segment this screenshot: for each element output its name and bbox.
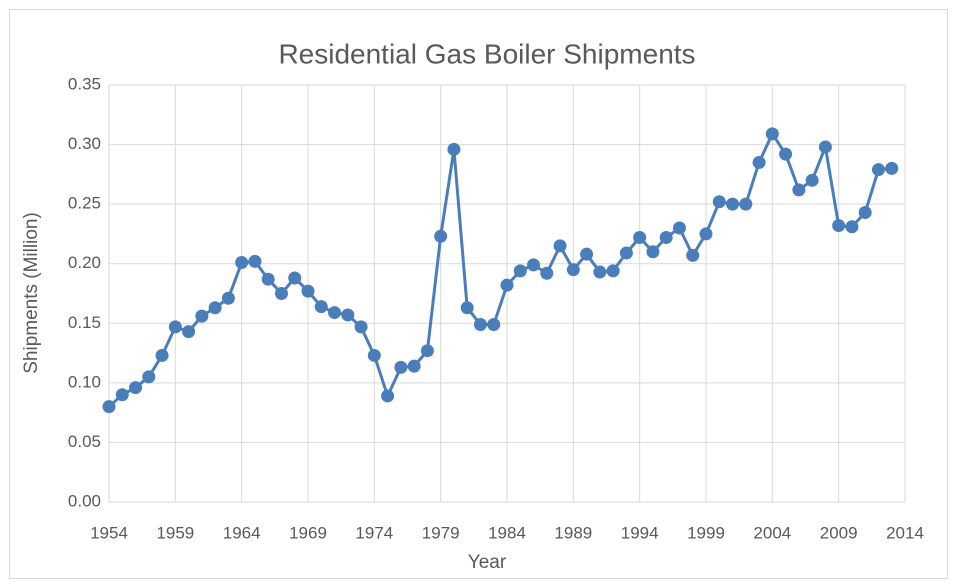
data-point [248,254,262,268]
data-point [301,284,315,298]
x-tick-label: 2014 [886,523,924,542]
data-point [142,370,156,384]
y-tick-label: 0.10 [68,372,101,391]
data-point [235,256,249,270]
data-point [208,301,222,315]
x-tick-label: 1974 [355,523,393,542]
data-point [274,287,288,300]
x-tick-label: 1989 [554,523,592,542]
data-point [129,381,143,395]
x-tick-label: 1959 [156,523,194,542]
data-point [367,348,381,362]
data-point [407,359,421,373]
data-point [487,317,501,331]
data-point [805,173,819,187]
data-point [619,246,633,260]
data-point [832,219,846,233]
x-tick-label: 1979 [422,523,460,542]
data-point [699,227,713,241]
y-axis-label: Shipments (Million) [21,212,42,374]
data-point [155,348,169,362]
x-axis-label: Year [468,552,507,573]
data-point [460,301,474,315]
data-point [473,317,487,331]
data-point [381,389,395,403]
chart-border [9,9,948,579]
data-point [779,147,793,161]
x-tick-label: 1994 [621,523,659,542]
data-point [580,247,594,261]
data-point [513,264,527,278]
data-point [633,231,647,245]
x-tick-label: 1969 [289,523,327,542]
data-point [115,388,129,402]
y-tick-label: 0.00 [68,491,101,510]
x-tick-label: 2009 [820,523,858,542]
data-point [221,291,235,305]
data-point [394,360,408,374]
data-point [593,265,607,279]
data-point [314,300,328,314]
x-tick-label: 1999 [687,523,725,542]
data-point [606,264,620,278]
data-point [168,320,182,334]
data-point [102,400,116,414]
data-point [261,272,275,286]
data-point [712,195,726,209]
data-point [500,278,514,292]
data-point [752,155,766,169]
x-tick-label: 1964 [223,523,261,542]
chart-title: Residential Gas Boiler Shipments [278,38,695,69]
data-point [726,197,740,211]
y-tick-label: 0.25 [68,194,101,213]
data-point [566,263,580,277]
y-tick-label: 0.35 [68,74,101,93]
data-point [765,127,779,141]
data-point [659,231,673,245]
data-point [182,325,196,339]
data-point [434,229,448,243]
data-point [288,271,302,285]
data-point [195,309,209,323]
data-point [739,197,753,211]
data-point [447,142,461,156]
data-point [646,245,660,259]
data-point [686,248,700,262]
data-point [341,308,355,322]
y-tick-label: 0.30 [68,134,101,153]
y-tick-label: 0.20 [68,253,101,272]
x-tick-label: 2004 [753,523,791,542]
y-tick-label: 0.05 [68,432,101,451]
data-point [885,161,899,175]
x-tick-label: 1954 [90,523,128,542]
x-tick-label: 1984 [488,523,526,542]
data-point [540,266,554,280]
data-point [328,306,342,320]
y-tick-label: 0.15 [68,313,101,332]
data-point [527,258,541,272]
data-point [420,344,434,358]
data-point [672,221,686,235]
data-point [553,239,567,253]
data-point [792,183,806,197]
data-point [858,205,872,219]
data-point [845,220,859,234]
data-point [871,163,885,177]
data-point [818,140,832,154]
data-point [354,320,368,334]
